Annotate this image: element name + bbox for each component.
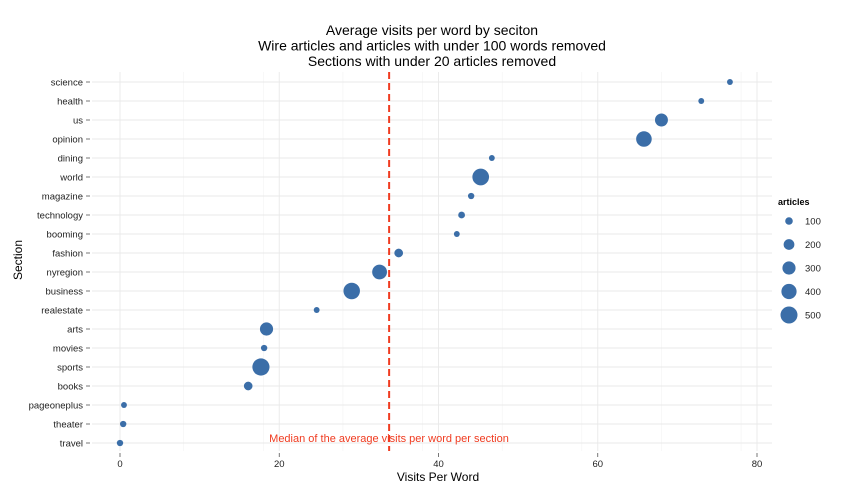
legend-key	[781, 283, 797, 300]
y-tick-label: movies	[53, 343, 83, 354]
y-tick-label: travel	[60, 438, 83, 449]
x-tick-label: 80	[752, 459, 763, 470]
point-us	[654, 113, 668, 127]
y-tick-labels: science health us opinion dining world magazin…	[29, 77, 90, 449]
title-line: Wire articles and articles with under 10…	[258, 38, 606, 54]
x-tick-label: 0	[117, 459, 122, 470]
point-movies	[260, 344, 268, 352]
x-tick-labels: 0 20 40 60 80	[117, 453, 762, 470]
x-tick-label: 40	[433, 459, 444, 470]
y-tick-label: us	[73, 115, 83, 126]
y-tick-label: fashion	[52, 248, 83, 259]
y-tick-label: pageoneplus	[29, 400, 84, 411]
point-health	[698, 98, 705, 104]
legend: articles 100 200 300 400 500	[778, 197, 821, 324]
point-fashion	[394, 248, 404, 258]
point-dining	[488, 155, 495, 161]
legend-key	[780, 306, 798, 324]
legend-key	[785, 217, 793, 225]
data-points	[116, 79, 733, 447]
y-tick-label: opinion	[52, 134, 83, 145]
y-tick-label: world	[59, 172, 83, 183]
y-tick-label: dining	[58, 153, 83, 164]
y-tick-label: science	[51, 77, 83, 88]
point-pageoneplus	[121, 402, 127, 408]
point-booming	[453, 231, 460, 237]
legend-label: 400	[805, 287, 821, 298]
y-tick-label: books	[58, 381, 84, 392]
grid	[92, 72, 772, 451]
x-tick-label: 20	[274, 459, 285, 470]
point-theater	[120, 420, 127, 428]
y-tick-label: arts	[67, 324, 83, 335]
point-technology	[458, 211, 465, 219]
legend-label: 300	[805, 263, 821, 274]
point-travel	[116, 439, 124, 447]
legend-key	[782, 261, 796, 275]
x-tick-label: 60	[592, 459, 603, 470]
legend-label: 200	[805, 240, 821, 251]
point-opinion	[636, 131, 652, 147]
point-business	[343, 282, 360, 300]
point-sports	[252, 358, 270, 376]
title-line: Sections with under 20 articles removed	[308, 53, 556, 69]
y-tick-label: theater	[53, 419, 83, 430]
title-line: Average visits per word by seciton	[326, 22, 538, 38]
point-nyregion	[372, 264, 387, 280]
point-science	[726, 79, 733, 85]
y-tick-label: health	[57, 96, 83, 107]
point-magazine	[467, 192, 475, 200]
y-tick-label: realestate	[41, 305, 83, 316]
legend-key	[783, 239, 795, 250]
y-tick-label: booming	[47, 229, 83, 240]
y-axis-title: Section	[11, 240, 25, 280]
median-label: Median of the average visits per word pe…	[269, 433, 509, 445]
legend-title: articles	[778, 197, 810, 207]
y-tick-label: business	[46, 286, 84, 297]
point-world	[472, 168, 490, 186]
y-tick-label: sports	[57, 362, 83, 373]
legend-label: 100	[805, 216, 821, 227]
y-tick-label: technology	[37, 210, 83, 221]
legend-label: 500	[805, 310, 821, 321]
y-tick-label: magazine	[42, 191, 83, 202]
point-books	[243, 381, 253, 391]
point-realestate	[313, 307, 320, 313]
point-arts	[259, 322, 274, 336]
x-axis-title: Visits Per Word	[397, 470, 479, 484]
y-tick-label: nyregion	[47, 267, 83, 278]
